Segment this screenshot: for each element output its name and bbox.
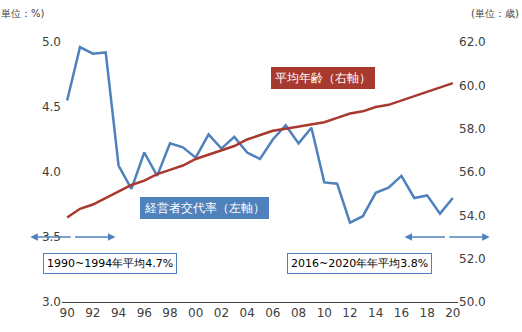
- svg-text:94: 94: [111, 306, 126, 320]
- svg-text:(単位：%): (単位：%): [0, 8, 44, 19]
- svg-text:平均年齢（右軸）: 平均年齢（右軸）: [275, 71, 371, 85]
- svg-text:02: 02: [214, 306, 229, 320]
- svg-text:経営者交代率（左軸）: 経営者交代率（左軸）: [144, 201, 265, 215]
- svg-text:04: 04: [239, 306, 254, 320]
- svg-text:16: 16: [394, 306, 409, 320]
- svg-text:00: 00: [188, 306, 203, 320]
- svg-text:96: 96: [137, 306, 152, 320]
- svg-text:12: 12: [342, 306, 357, 320]
- svg-text:5.0: 5.0: [42, 35, 61, 49]
- svg-text:60.0: 60.0: [459, 79, 486, 93]
- svg-text:10: 10: [317, 306, 332, 320]
- svg-text:14: 14: [368, 306, 383, 320]
- svg-text:52.0: 52.0: [459, 252, 486, 266]
- svg-text:58.0: 58.0: [459, 122, 486, 136]
- svg-text:92: 92: [85, 306, 100, 320]
- svg-text:4.0: 4.0: [42, 165, 61, 179]
- svg-text:62.0: 62.0: [459, 35, 486, 49]
- svg-text:06: 06: [265, 306, 280, 320]
- svg-text:18: 18: [419, 306, 434, 320]
- svg-text:56.0: 56.0: [459, 165, 486, 179]
- svg-text:54.0: 54.0: [459, 209, 486, 223]
- svg-text:08: 08: [291, 306, 306, 320]
- svg-text:98: 98: [162, 306, 177, 320]
- svg-text:3.5: 3.5: [42, 230, 61, 244]
- svg-text:3.0: 3.0: [42, 295, 61, 309]
- svg-text:4.5: 4.5: [42, 100, 61, 114]
- svg-text:1990~1994年平均4.7%: 1990~1994年平均4.7%: [47, 257, 173, 270]
- svg-text:20: 20: [445, 306, 460, 320]
- svg-text:2016~2020年年平均3.8%: 2016~2020年年平均3.8%: [291, 257, 428, 270]
- svg-text:90: 90: [59, 306, 74, 320]
- svg-text:(単位：歳): (単位：歳): [471, 8, 519, 19]
- svg-text:50.0: 50.0: [459, 295, 486, 309]
